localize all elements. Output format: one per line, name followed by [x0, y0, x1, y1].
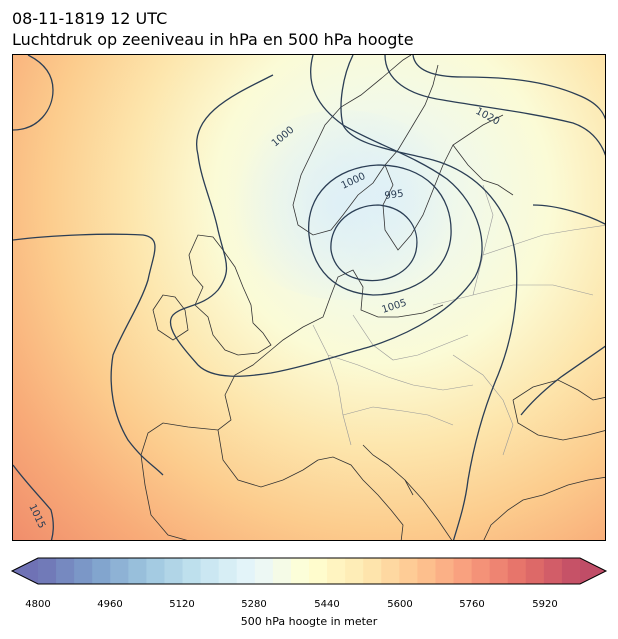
- weather-map: 995 1000 1000 1005 1015 1020: [12, 54, 606, 541]
- coastlines: [140, 55, 605, 540]
- colorbar-cell: [417, 558, 436, 584]
- colorbar-tick-label: 5440: [314, 599, 340, 610]
- colorbar-tick-label: 4960: [97, 599, 123, 610]
- italy-coast: [317, 444, 414, 540]
- isobar-1010-east: [340, 55, 518, 540]
- colorbar-cell: [507, 558, 527, 584]
- colorbar-cell: [164, 558, 184, 584]
- colorbar-cell: [309, 558, 328, 584]
- colorbar: [10, 557, 608, 585]
- continental-coast: [270, 269, 444, 351]
- colorbar-cell: [489, 558, 509, 584]
- isobar-1015-southwest: [13, 464, 54, 540]
- france-iberia-coast: [140, 349, 319, 540]
- colorbar-cell: [110, 558, 129, 584]
- isobar-1020: [384, 55, 605, 156]
- colorbar-tick-label: 5920: [532, 599, 558, 610]
- colorbar-cell: [543, 558, 563, 584]
- colorbar-extend-low-fill: [12, 558, 38, 584]
- colorbar-label: 500 hPa hoogte in meter: [240, 615, 378, 628]
- colorbar-tick-label: 5280: [241, 599, 267, 610]
- colorbar-cell: [435, 558, 455, 584]
- colorbar-cell: [74, 558, 93, 584]
- colorbar-cell: [453, 558, 473, 584]
- colorbar-tick-label: 5120: [169, 599, 195, 610]
- colorbar-cell: [471, 558, 491, 584]
- colorbar-cell: [128, 558, 147, 584]
- colorbar-cell: [327, 558, 346, 584]
- colorbar-cell: [363, 558, 382, 584]
- colorbar-cell: [218, 558, 238, 584]
- colorbar-outline: [10, 557, 608, 585]
- colorbar-cell: [381, 558, 400, 584]
- balkan-coast: [404, 476, 605, 540]
- colorbar-cells: [12, 558, 606, 584]
- isobar-1005: [169, 55, 483, 377]
- isobar-ne-secondary: [412, 55, 605, 120]
- colorbar-tick-label: 5760: [459, 599, 485, 610]
- isobar-1015-east: [532, 204, 605, 225]
- colorbar-tick-label: 4800: [25, 599, 51, 610]
- scandinavia-coast: [292, 55, 439, 236]
- colorbar-cell: [399, 558, 418, 584]
- isobar-1000: [308, 164, 452, 296]
- finland-coast: [452, 144, 514, 196]
- black-sea-coast: [512, 379, 605, 441]
- colorbar-tick-label: 5600: [387, 599, 413, 610]
- colorbar-cell: [56, 558, 75, 584]
- isobars: [13, 55, 605, 540]
- colorbar-extend-high-fill: [580, 558, 606, 584]
- colorbar-cell: [182, 558, 202, 584]
- isobar-east-closing: [520, 345, 605, 416]
- colorbar-cell: [345, 558, 364, 584]
- isobar-995: [330, 204, 418, 282]
- isobar-label-995: 995: [384, 188, 404, 202]
- ireland-coast: [152, 294, 189, 341]
- colorbar-cell: [200, 558, 220, 584]
- colorbar-cell: [146, 558, 165, 584]
- colorbar-cell: [290, 558, 310, 584]
- colorbar-cell: [254, 558, 274, 584]
- colorbar-cell: [561, 558, 581, 584]
- map-title-date: 08-11-1819 12 UTC: [12, 9, 168, 28]
- colorbar-cell: [92, 558, 111, 584]
- colorbar-cell: [272, 558, 292, 584]
- isobar-far-west: [13, 55, 54, 131]
- isobar-1010-west: [13, 233, 164, 476]
- map-title-description: Luchtdruk op zeeniveau in hPa en 500 hPa…: [12, 30, 414, 49]
- height-minimum-area: [223, 110, 463, 300]
- great-britain-coast: [188, 234, 272, 356]
- colorbar-cell: [38, 558, 57, 584]
- colorbar-cell: [525, 558, 545, 584]
- country-borders: [312, 184, 605, 456]
- colorbar-cell: [236, 558, 256, 584]
